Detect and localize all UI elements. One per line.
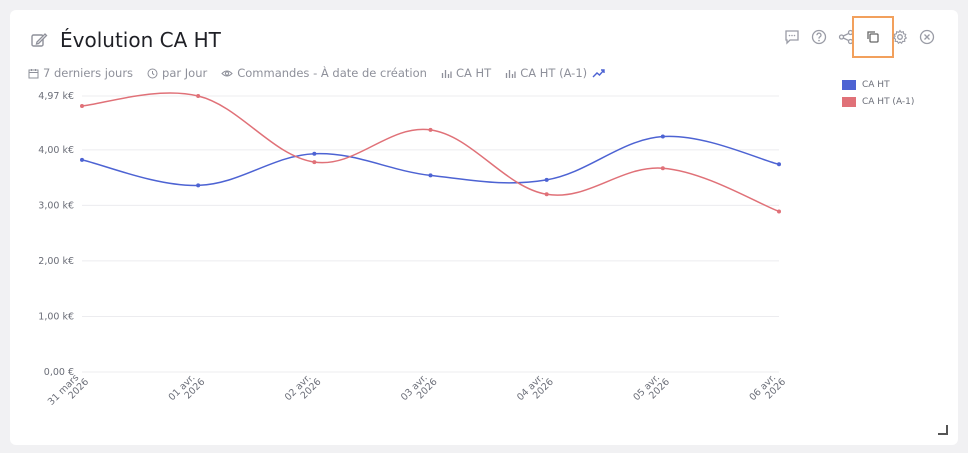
x-tick-label: 03 avr.2026 [399,370,440,411]
data-point[interactable] [544,192,549,197]
x-tick-label: 05 avr.2026 [631,370,672,411]
chart-legend: CA HT CA HT (A-1) [842,80,914,114]
eye-icon [221,70,233,76]
y-axis-ticks: 4,97 k€ 4,00 k€ 3,00 k€ 2,00 k€ 1,00 k€ 0,00 … [38,91,74,378]
resize-handle[interactable] [938,425,948,435]
data-point[interactable] [80,157,84,162]
x-axis-ticks: 31 mars2026 01 avr.2026 02 avr.2026 03 avr.… [46,370,788,411]
svg-text:02 avr.2026: 02 avr.2026 [283,370,324,411]
y-tick-label: 0,00 € [44,367,74,378]
y-tick-label: 2,00 k€ [38,256,74,267]
chart-meta: 7 derniers jours par Jour Commandes - À … [28,66,623,80]
granularity-filter[interactable]: par Jour [147,66,207,80]
y-tick-label: 1,00 k€ [38,311,74,322]
calendar-icon [28,68,39,78]
legend-label-ca-prev: CA HT (A-1) [862,97,915,107]
data-point[interactable] [80,103,84,108]
share-icon[interactable] [837,28,855,46]
bar-chart-icon [441,69,452,78]
period-filter[interactable]: 7 derniers jours [28,66,133,80]
edit-icon[interactable] [30,31,48,49]
series-points [80,94,781,214]
x-tick-label: 01 avr.2026 [167,370,208,411]
trend-up-icon [592,68,605,77]
metric-ca[interactable]: CA HT [441,66,491,80]
legend-swatch-ca-prev [842,97,856,107]
data-point[interactable] [544,177,549,182]
series-line-ca-prev [81,92,780,213]
granularity-label: par Jour [162,66,208,80]
data-point[interactable] [196,183,201,188]
settings-icon[interactable] [891,28,909,46]
title-row: Évolution CA HT [30,28,221,52]
metric-ca-label: CA HT [455,66,492,80]
x-tick-label: 02 avr.2026 [283,370,324,411]
series-line-ca [81,135,780,187]
x-tick-label: 06 avr.2026 [747,370,788,411]
legend-item-ca-prev[interactable]: CA HT (A-1) [842,97,914,107]
bar-chart-icon [506,69,516,78]
metric-ca-prev[interactable]: CA HT (A-1) [505,66,609,80]
data-point[interactable] [312,151,317,156]
y-tick-label: 4,97 k€ [38,91,74,102]
svg-text:01 avr.2026: 01 avr.2026 [167,370,208,411]
y-tick-label: 4,00 k€ [38,145,74,156]
help-icon[interactable] [810,28,828,46]
source-filter[interactable]: Commandes - À date de création [221,66,427,80]
data-point[interactable] [312,160,317,165]
data-point[interactable] [660,166,665,171]
svg-text:03 avr.2026: 03 avr.2026 [399,370,440,411]
close-icon[interactable] [918,28,936,46]
x-tick-label: 04 avr.2026 [515,370,556,411]
data-point[interactable] [660,134,665,139]
toolbar [774,16,936,58]
source-label: Commandes - À date de création [237,66,427,80]
legend-label-ca: CA HT [862,80,890,90]
clock-icon [147,68,158,78]
data-point[interactable] [777,162,781,167]
svg-text:05 avr.2026: 05 avr.2026 [631,370,672,411]
period-label: 7 derniers jours [43,66,134,80]
comment-icon[interactable] [783,28,801,46]
svg-text:06 avr.2026: 06 avr.2026 [747,370,788,411]
page-title: Évolution CA HT [60,28,221,52]
legend-swatch-ca [842,80,856,90]
svg-text:04 avr.2026: 04 avr.2026 [515,370,556,411]
data-point[interactable] [777,209,781,214]
data-point[interactable] [196,94,201,98]
legend-item-ca[interactable]: CA HT [842,80,914,90]
series-lines [81,92,780,213]
metric-ca-prev-label: CA HT (A-1) [520,66,588,80]
y-tick-label: 3,00 k€ [38,200,74,211]
data-point[interactable] [428,173,433,178]
duplicate-icon[interactable] [852,16,894,58]
grid-lines [82,95,779,373]
data-point[interactable] [428,127,433,132]
